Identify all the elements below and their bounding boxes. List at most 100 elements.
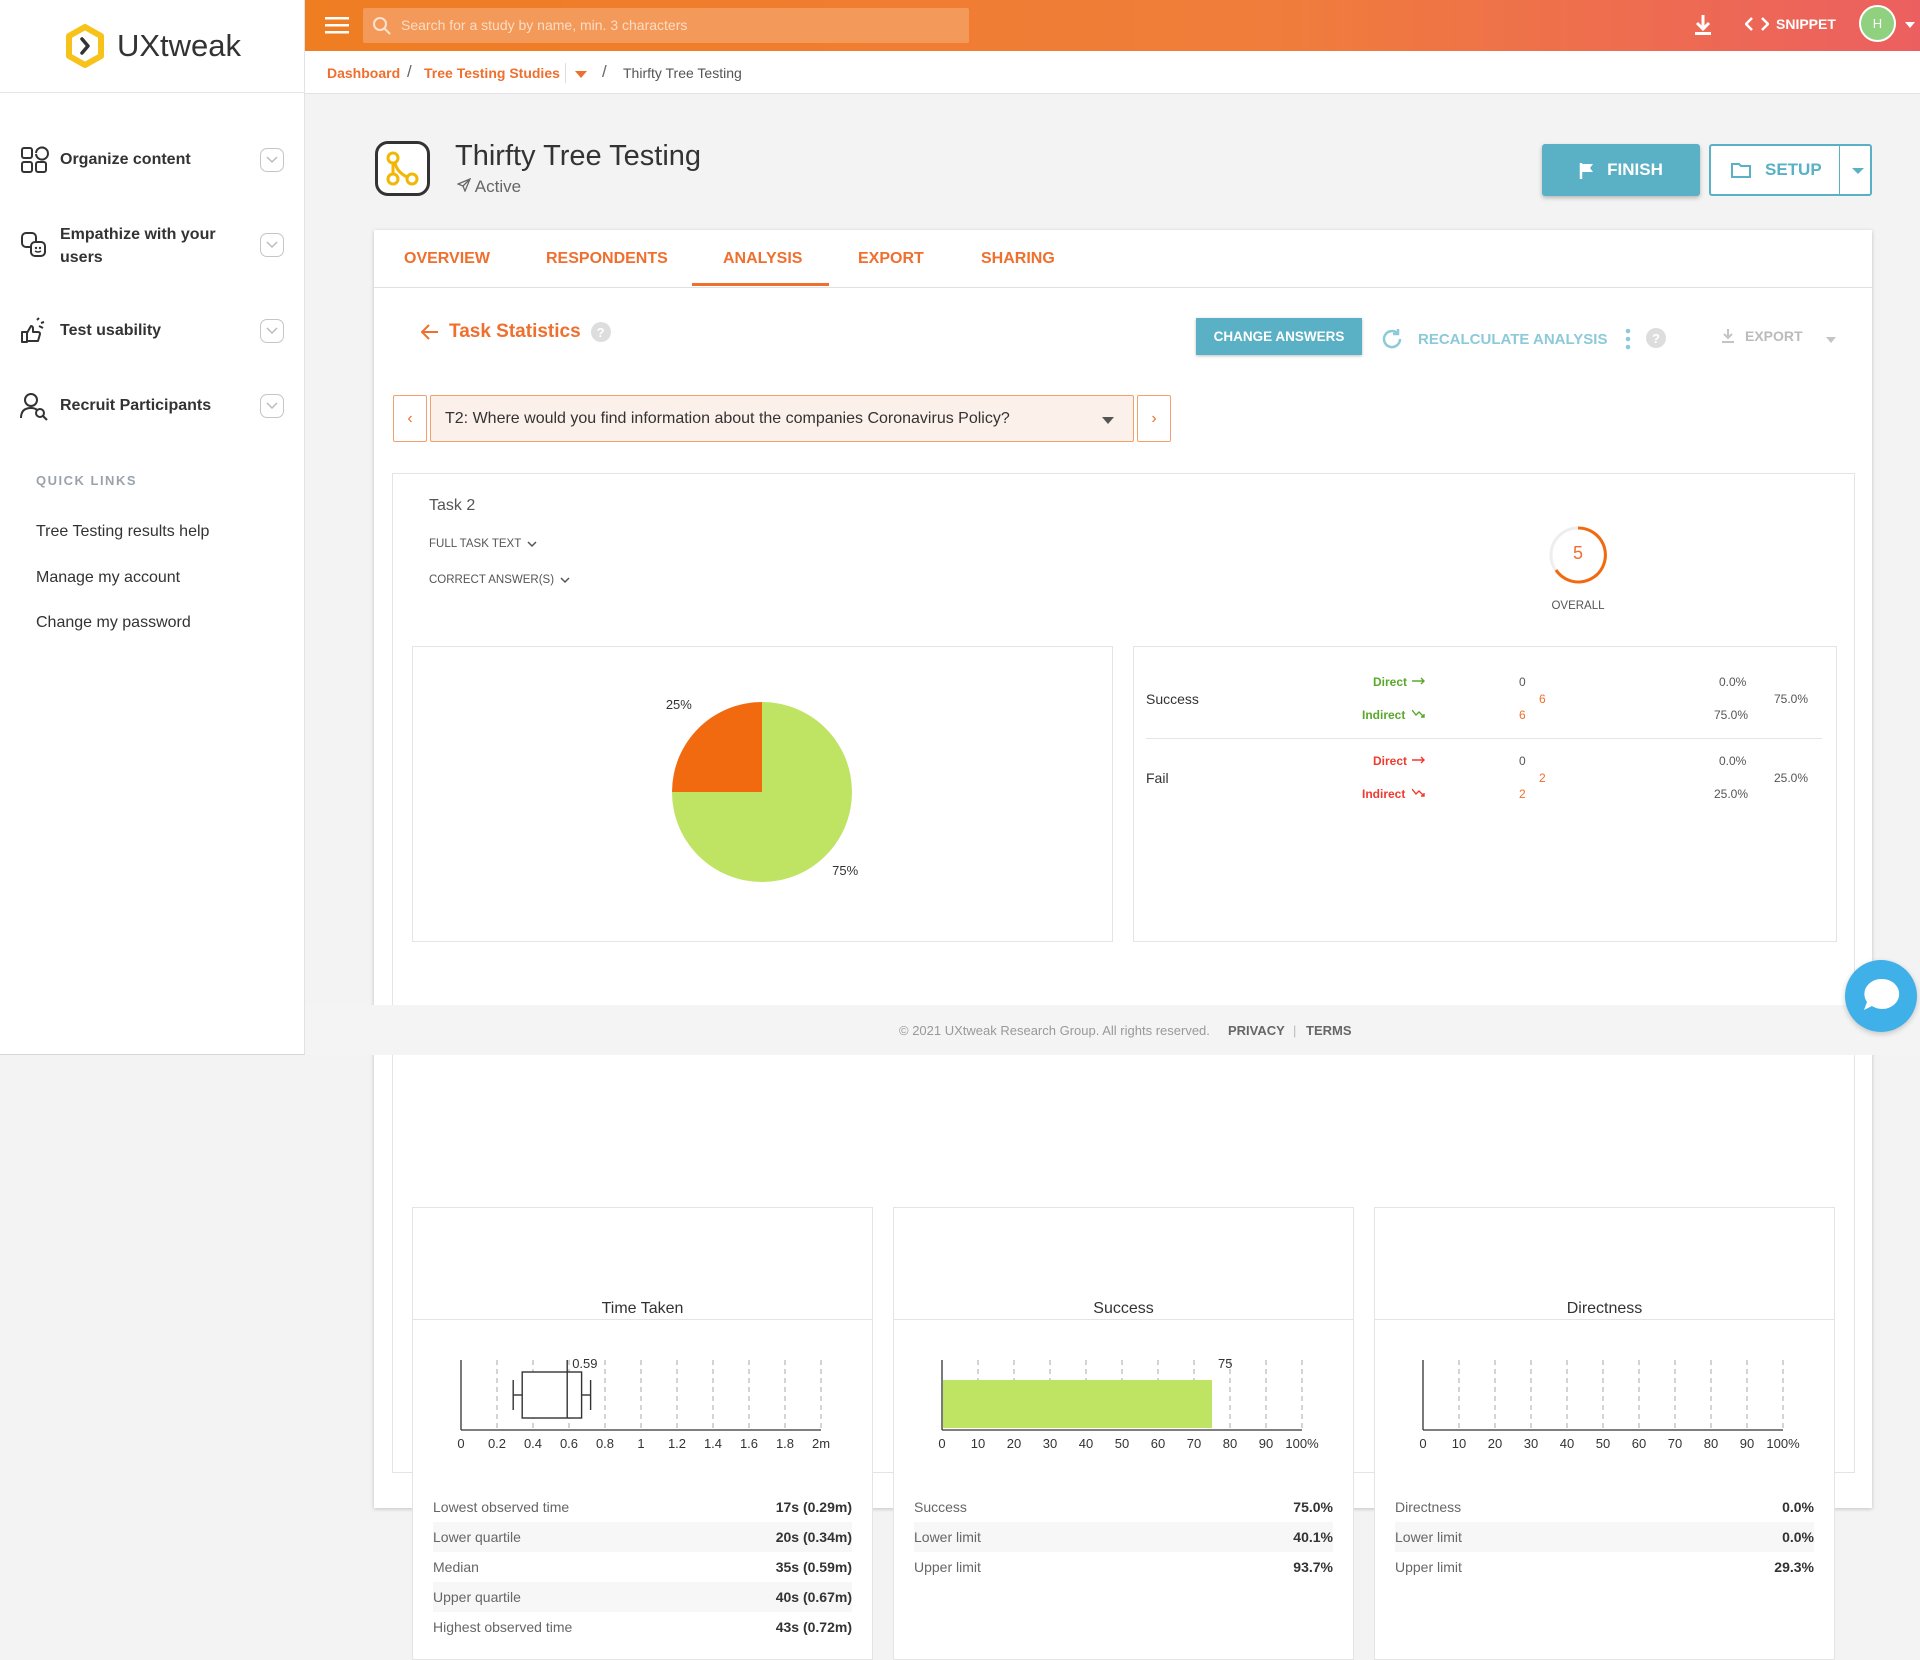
send-icon [456,177,472,193]
stat-row: Upper limit 93.7% [914,1552,1333,1582]
previous-task-button[interactable]: ‹ [393,395,427,442]
active-tab-indicator [692,283,829,286]
stat-row: Lower limit 40.1% [914,1522,1333,1552]
chevron-down-icon[interactable] [260,394,284,418]
finish-label: FINISH [1607,160,1663,179]
fail-indirect-pct: 25.0% [1714,787,1749,801]
pie-value-label: 25% [666,697,692,712]
sidebar-item-empathize[interactable]: Empathize with your users [0,220,305,270]
stat-row: Success 75.0% [914,1492,1333,1522]
tab-bar: OVERVIEW RESPONDENTS ANALYSIS EXPORT SHA… [374,230,1872,288]
x-tick-label: 1.2 [668,1436,686,1451]
x-tick-label: 70 [1187,1436,1201,1451]
stat-value: 20s (0.34m) [775,1529,852,1545]
overall-score-ring [1549,526,1607,584]
stat-label: Median [433,1559,479,1575]
stat-value: 0.0% [1782,1499,1814,1515]
breadcrumb-separator: / [602,62,607,81]
tab-respondents[interactable]: RESPONDENTS [546,250,668,267]
breadcrumb-separator: / [407,62,412,81]
recalculate-analysis-button[interactable]: RECALCULATE ANALYSIS [1380,327,1607,351]
success-total-pct: 75.0% [1774,692,1809,706]
x-tick-label: 1.8 [776,1436,794,1451]
snippet-button[interactable]: SNIPPET [1745,16,1836,32]
chat-widget-button[interactable] [1845,960,1917,1032]
help-icon[interactable]: ? [590,322,611,342]
stat-value: 17s (0.29m) [775,1499,852,1515]
breadcrumb-dropdown-icon[interactable] [575,71,587,78]
tab-overview[interactable]: OVERVIEW [404,250,490,267]
breadcrumb-tree-testing-studies[interactable]: Tree Testing Studies [424,65,560,81]
fail-direct-label: Direct [1373,754,1408,768]
stat-row: Lowest observed time 17s (0.29m) [433,1492,852,1522]
sidebar-item-test-usability[interactable]: Test usability [0,313,305,348]
sidebar-item-organize-content[interactable]: Organize content [0,142,305,177]
pie-value-label: 75% [832,863,858,878]
avatar[interactable]: H [1859,5,1896,42]
chevron-down-icon[interactable] [260,233,284,257]
help-icon[interactable]: ? [1646,328,1666,348]
x-tick-label: 30 [1524,1436,1538,1451]
hamburger-menu-icon[interactable] [325,15,349,35]
back-arrow-icon[interactable] [421,324,439,340]
logo[interactable]: UXtweak [0,0,304,93]
pie-chart-panel: 75% 25% [412,646,1113,942]
sidebar-item-recruit-participants[interactable]: Recruit Participants [0,388,305,423]
export-button[interactable]: EXPORT [1721,328,1803,344]
privacy-link[interactable]: PRIVACY [1228,1023,1285,1038]
more-options-icon[interactable] [1625,328,1631,350]
finish-button[interactable]: FINISH [1542,144,1700,196]
tab-export[interactable]: EXPORT [858,250,924,267]
stat-label: Success [914,1499,967,1515]
tab-sharing[interactable]: SHARING [981,250,1055,267]
download-icon[interactable] [1693,14,1713,36]
x-tick-label: 100% [1285,1436,1319,1451]
correct-answers-toggle[interactable]: CORRECT ANSWER(S) [429,574,570,586]
sidebar-item-label: Test usability [60,322,162,339]
chevron-down-icon [560,576,570,583]
change-answers-button[interactable]: CHANGE ANSWERS [1196,318,1362,355]
x-tick-label: 60 [1151,1436,1165,1451]
terms-link[interactable]: TERMS [1306,1023,1352,1038]
next-task-button[interactable]: › [1137,395,1171,442]
success-chart: 0 10 20 30 40 50 60 70 80 90 100% 75 [938,1356,1319,1451]
success-indirect-label: Indirect [1362,708,1406,722]
x-tick-label: 50 [1596,1436,1610,1451]
setup-button[interactable]: SETUP [1709,144,1872,196]
success-direct-pct: 0.0% [1719,675,1747,689]
x-tick-label: 20 [1488,1436,1502,1451]
stat-value: 40.1% [1293,1529,1333,1545]
snippet-label: SNIPPET [1776,16,1836,32]
x-tick-label: 30 [1043,1436,1057,1451]
stat-value: 35s (0.59m) [775,1559,852,1575]
stat-label: Lower quartile [433,1529,521,1545]
pie-slice-fail [672,702,762,792]
chevron-down-icon[interactable] [260,148,284,172]
top-bar: SNIPPET H [305,0,1920,51]
panel-divider [413,1319,872,1320]
directness-chart: 0 10 20 30 40 50 60 70 80 90 100% [1419,1360,1800,1451]
x-tick-label: 0.6 [560,1436,578,1451]
breadcrumb: Dashboard / Tree Testing Studies / Thirf… [305,51,1920,94]
x-tick-label: 50 [1115,1436,1129,1451]
setup-dropdown-icon[interactable] [1852,168,1864,174]
tab-analysis[interactable]: ANALYSIS [723,250,803,267]
full-task-text-toggle[interactable]: FULL TASK TEXT [429,538,537,550]
avatar-caret-icon[interactable] [1905,22,1915,28]
stat-label: Lowest observed time [433,1499,570,1515]
full-task-text-label: FULL TASK TEXT [429,538,522,550]
x-tick-label: 0.2 [488,1436,506,1451]
sidebar-item-label-line2: users [60,249,103,266]
success-indirect-count: 6 [1519,708,1526,722]
stat-label: Upper limit [1395,1559,1462,1575]
breadcrumb-dashboard[interactable]: Dashboard [327,65,401,81]
quick-link-results-help[interactable]: Tree Testing results help [36,523,210,540]
quick-link-change-password[interactable]: Change my password [36,614,191,631]
fail-total-count: 2 [1539,771,1546,785]
task-select[interactable]: T2: Where would you find information abo… [430,395,1134,442]
quick-link-manage-account[interactable]: Manage my account [36,569,181,586]
export-dropdown-icon[interactable] [1826,337,1836,343]
flag-icon [1579,162,1594,179]
chevron-down-icon[interactable] [260,319,284,343]
search-input[interactable] [401,17,951,33]
